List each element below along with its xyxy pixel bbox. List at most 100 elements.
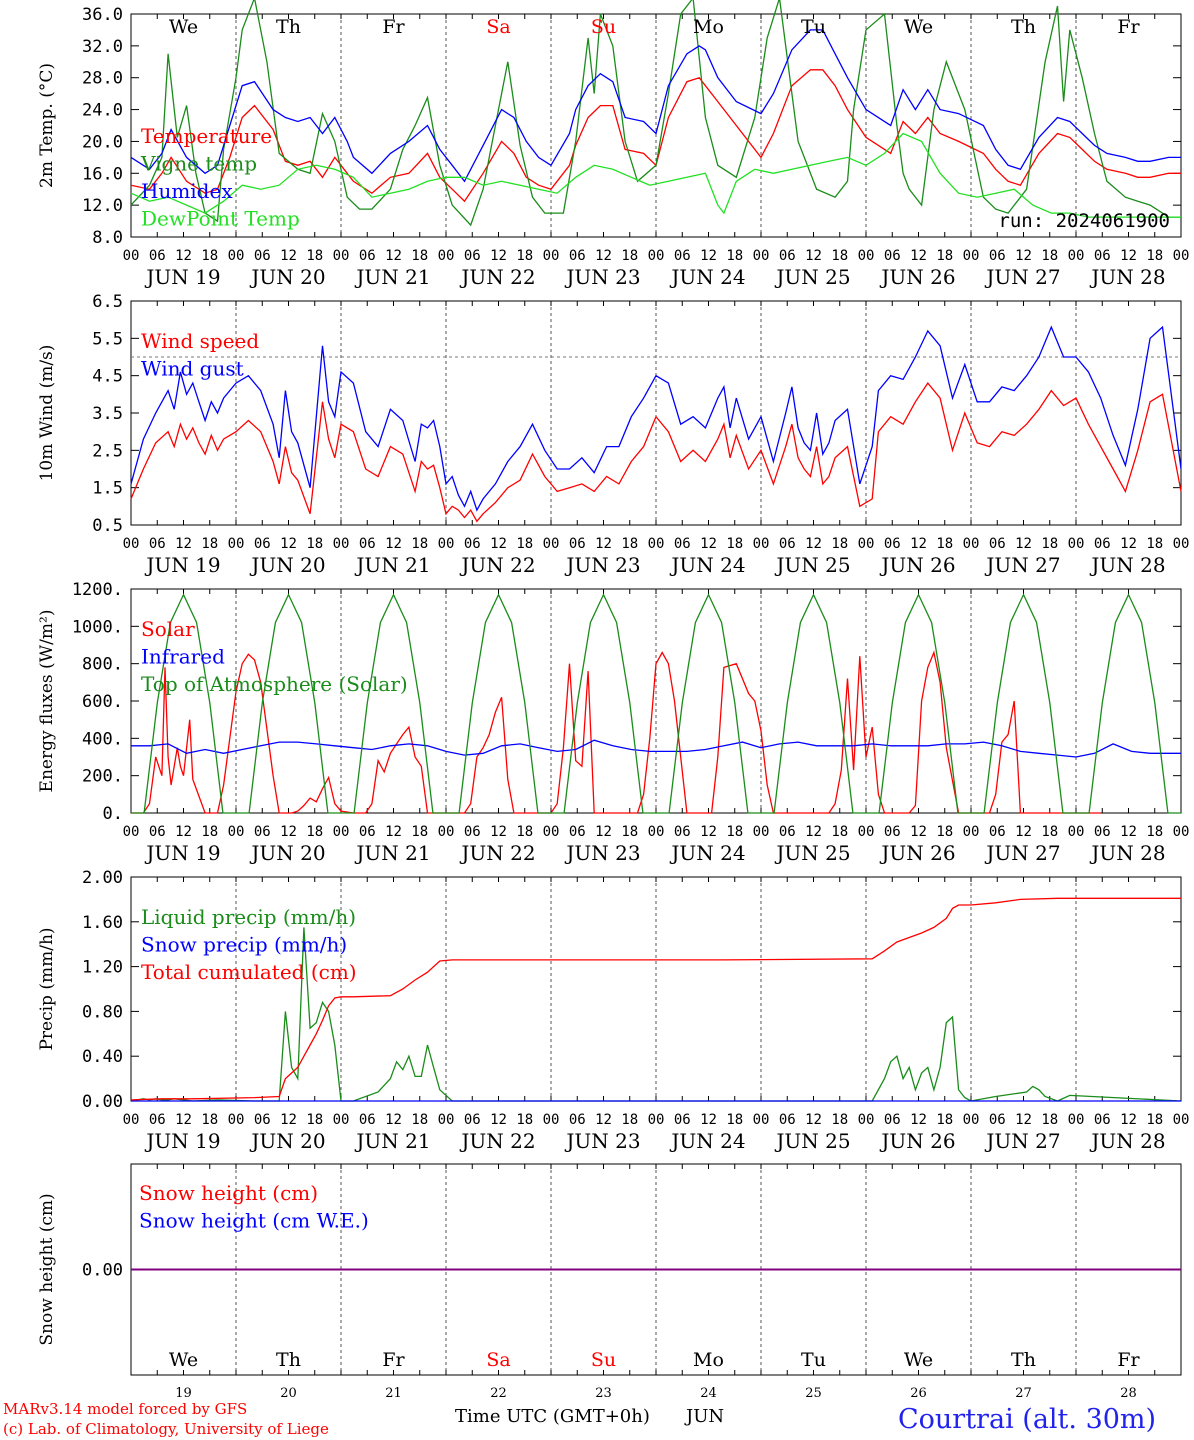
hour-tick-label: 12	[175, 248, 192, 264]
hour-tick-label: 18	[201, 536, 218, 552]
y-tick-label: 0.40	[82, 1047, 123, 1067]
legend-entry: Liquid precip (mm/h)	[141, 905, 356, 929]
hour-tick-label: 12	[1015, 536, 1032, 552]
y-tick-label: 24.0	[82, 101, 123, 121]
hour-tick-label: 06	[359, 536, 376, 552]
hour-tick-label: 12	[490, 248, 507, 264]
hour-tick-label: 06	[989, 824, 1006, 840]
hour-tick-label: 18	[411, 536, 428, 552]
y-tick-label: 0.5	[92, 516, 123, 536]
hour-tick-label: 00	[438, 536, 455, 552]
legend-entry: Wind gust	[141, 357, 244, 381]
hour-tick-label: 00	[123, 1112, 140, 1128]
hour-tick-label: 12	[700, 1112, 717, 1128]
y-axis-label: Precip (mm/h)	[37, 927, 57, 1050]
hour-tick-label: 06	[359, 248, 376, 264]
weekday-label: Fr	[382, 16, 405, 38]
hour-tick-label: 18	[306, 824, 323, 840]
hour-tick-label: 18	[726, 1112, 743, 1128]
day-number: 27	[1015, 1386, 1032, 1401]
hour-tick-label: 06	[464, 536, 481, 552]
y-axis-label: 2m Temp. (°C)	[37, 63, 57, 188]
hour-tick-label: 06	[149, 536, 166, 552]
time-axis-label: Time UTC (GMT+0h)	[455, 1406, 650, 1427]
y-axis-label: 10m Wind (m/s)	[37, 345, 57, 482]
day-number: 24	[700, 1386, 717, 1401]
y-tick-label: 1200.	[72, 580, 123, 600]
series-line-humidex	[130, 29, 1181, 183]
date-label: JUN 24	[669, 265, 745, 289]
date-label: JUN 28	[1089, 841, 1165, 865]
y-tick-label: 0.80	[82, 1002, 123, 1022]
date-label: JUN 20	[249, 841, 325, 865]
hour-tick-label: 06	[779, 1112, 796, 1128]
hour-tick-label: 00	[333, 536, 350, 552]
y-tick-label: 36.0	[82, 5, 123, 25]
hour-tick-label: 12	[1120, 248, 1137, 264]
hour-tick-label: 00	[228, 248, 245, 264]
y-tick-label: 2.00	[82, 868, 123, 888]
hour-tick-label: 00	[1068, 536, 1085, 552]
hour-tick-label: 18	[516, 824, 533, 840]
plot-frame	[130, 13, 1182, 238]
hour-tick-label: 06	[254, 536, 271, 552]
hour-tick-label: 00	[543, 1112, 560, 1128]
legend-entry: Infrared	[141, 645, 225, 669]
hour-tick-label: 12	[175, 1112, 192, 1128]
hour-tick-label: 00	[543, 536, 560, 552]
legend-entry: Solar	[141, 617, 195, 641]
panel-energy: 0. 200. 400. 600. 800. 1000. 1200. Energy fluxe…	[37, 580, 1189, 865]
hour-tick-label: 00	[858, 824, 875, 840]
hour-tick-label: 18	[516, 536, 533, 552]
hour-tick-label: 18	[726, 536, 743, 552]
date-label: JUN 27	[984, 265, 1060, 289]
weekday-label: We	[904, 16, 933, 38]
hour-tick-label: 00	[648, 1112, 665, 1128]
hour-tick-label: 06	[359, 1112, 376, 1128]
hour-tick-label: 12	[910, 1112, 927, 1128]
date-label: JUN 19	[144, 841, 220, 865]
weekday-label: We	[904, 1349, 933, 1371]
hour-tick-label: 12	[1015, 1112, 1032, 1128]
date-label: JUN 19	[144, 265, 220, 289]
y-tick-label: 6.5	[92, 292, 123, 312]
hour-tick-label: 18	[201, 248, 218, 264]
weekday-label: Tu	[801, 1349, 826, 1371]
hour-tick-label: 00	[333, 248, 350, 264]
hour-tick-label: 12	[280, 536, 297, 552]
series-line-total-cumulated-cm-	[130, 897, 1181, 1101]
hour-tick-label: 18	[621, 536, 638, 552]
hour-tick-label: 00	[753, 1112, 770, 1128]
date-label: JUN 22	[459, 265, 535, 289]
date-label: JUN 21	[354, 841, 430, 865]
date-label: JUN 22	[459, 553, 535, 577]
hour-tick-label: 00	[228, 1112, 245, 1128]
hour-tick-label: 00	[1068, 248, 1085, 264]
weekday-label: Fr	[1117, 1349, 1140, 1371]
day-number: 20	[280, 1386, 297, 1401]
hour-tick-label: 12	[805, 824, 822, 840]
y-tick-label: 5.5	[92, 329, 123, 349]
model-credit: MARv3.14 model forced by GFS	[3, 1400, 247, 1418]
hour-tick-label: 12	[595, 1112, 612, 1128]
date-label: JUN 28	[1089, 1129, 1165, 1153]
y-tick-label: 0.00	[82, 1092, 123, 1112]
hour-tick-label: 00	[438, 248, 455, 264]
day-number: 26	[910, 1386, 927, 1401]
date-label: JUN 19	[144, 553, 220, 577]
hour-tick-label: 12	[175, 536, 192, 552]
series-line-temperature	[130, 69, 1181, 203]
hour-tick-label: 12	[1120, 824, 1137, 840]
date-label: JUN 25	[774, 265, 850, 289]
date-label: JUN 27	[984, 841, 1060, 865]
y-tick-label: 20.0	[82, 132, 123, 152]
date-label: JUN 23	[564, 265, 640, 289]
hour-tick-label: 18	[1041, 1112, 1058, 1128]
hour-tick-label: 18	[201, 1112, 218, 1128]
weekday-label: Su	[591, 16, 616, 38]
panel-precip: 0.00 0.40 0.80 1.20 1.60 2.00 Precip (mm/h) Liq…	[37, 868, 1189, 1153]
panel-wind: 0.5 1.5 2.5 3.5 4.5 5.5 6.5 10m Wind (m/s) Wind …	[37, 292, 1189, 577]
date-label: JUN 21	[354, 265, 430, 289]
weekday-label: Sa	[486, 16, 510, 38]
hour-tick-label: 00	[753, 536, 770, 552]
